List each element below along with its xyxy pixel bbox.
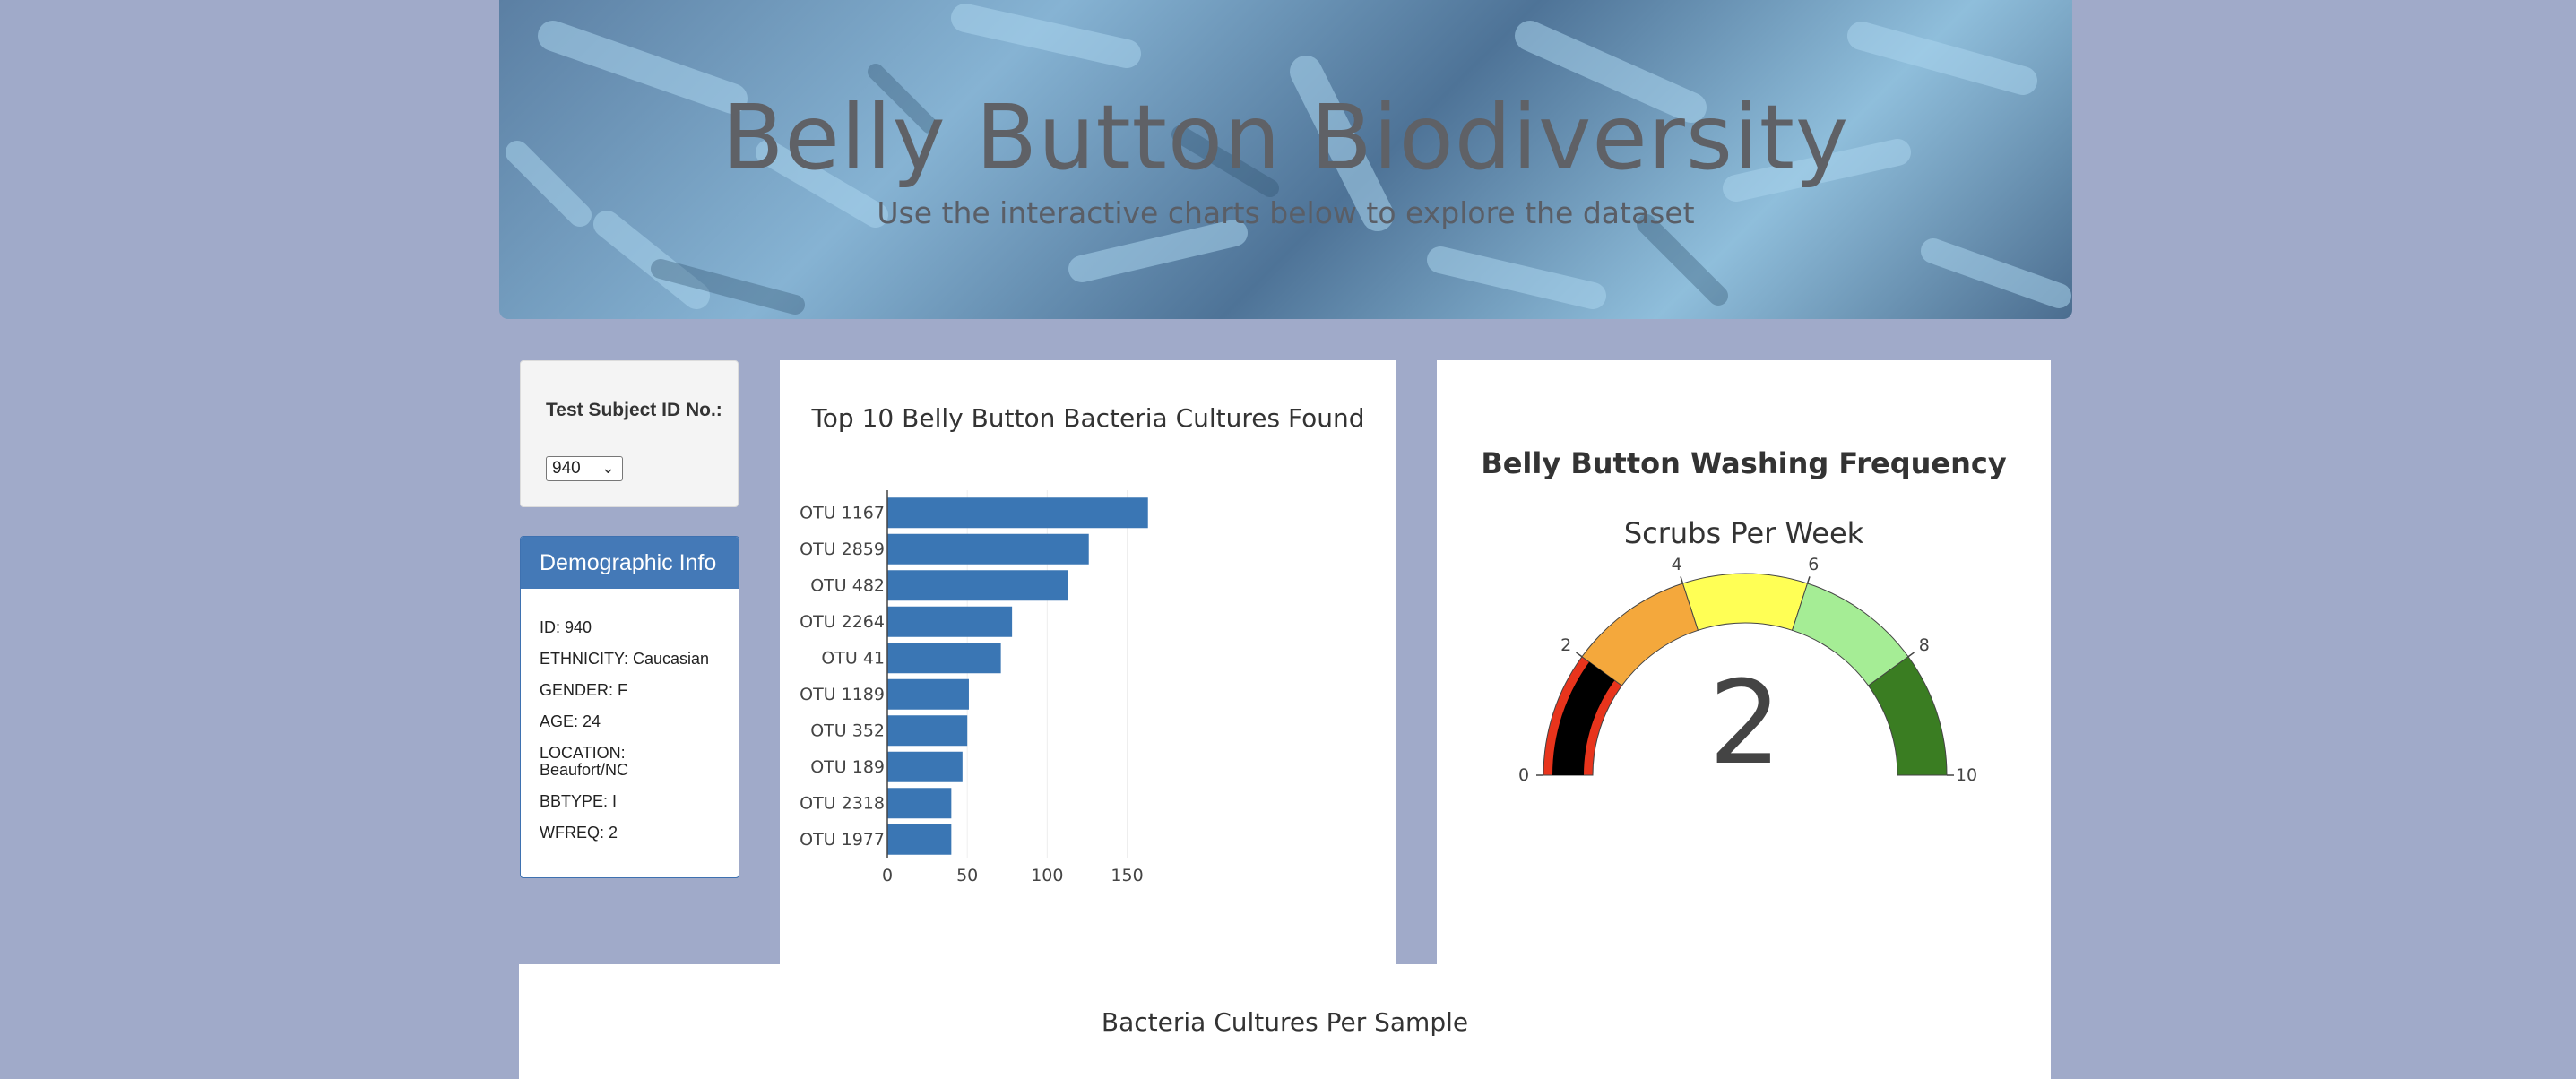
bar-otu-2318[interactable] <box>887 788 952 819</box>
gauge-tick <box>1680 576 1684 584</box>
bacteria-background-image <box>506 4 2071 315</box>
demographic-location: LOCATION: Beaufort/NC <box>540 744 629 779</box>
gauge-tick-label: 0 <box>1518 765 1529 785</box>
page-subtitle: Use the interactive charts below to expl… <box>877 195 1695 230</box>
gauge-tick-label: 2 <box>1560 635 1571 655</box>
chevron-down-icon: ⌄ <box>601 459 615 477</box>
gauge-chart-card: Belly Button Washing Frequency Scrubs Pe… <box>1437 360 2051 964</box>
demographic-gender: GENDER: F <box>540 681 628 699</box>
page-title: Belly Button Biodiversity <box>722 85 1850 190</box>
bubble-chart-card: Bacteria Cultures Per Sample <box>519 964 2051 1079</box>
gauge-chart-subtitle: Scrubs Per Week <box>1623 516 1864 550</box>
demographic-wfreq: WFREQ: 2 <box>540 824 618 842</box>
gauge-tick-label: 10 <box>1956 765 1977 785</box>
bar-x-tick-label: 100 <box>1031 866 1063 885</box>
bar-category-label: OTU 2859 <box>800 540 885 559</box>
bar-x-tick-label: 150 <box>1111 866 1143 885</box>
bar-otu-1189[interactable] <box>887 678 969 710</box>
bubble-chart-title: Bacteria Cultures Per Sample <box>1101 1007 1469 1037</box>
subject-selector-well: Test Subject ID No.: 940 ⌄ <box>520 360 739 507</box>
gauge-tick-label: 8 <box>1919 635 1930 655</box>
bar-chart-title: Top 10 Belly Button Bacteria Cultures Fo… <box>811 403 1365 433</box>
bar-otu-189[interactable] <box>887 751 963 782</box>
bar-otu-2859[interactable] <box>887 533 1089 565</box>
bar-otu-1977[interactable] <box>887 824 952 855</box>
subject-id-label: Test Subject ID No.: <box>546 400 722 420</box>
gauge-tick-label: 4 <box>1672 555 1682 574</box>
bar-category-label: OTU 1189 <box>800 685 885 704</box>
bar-category-label: OTU 482 <box>810 575 885 595</box>
bar-category-label: OTU 1977 <box>800 830 885 850</box>
demographic-age: AGE: 24 <box>540 712 601 730</box>
demographic-panel-body: ID: 940 ETHNICITY: Caucasian GENDER: F A… <box>521 589 739 842</box>
bar-otu-41[interactable] <box>887 643 1001 674</box>
bar-otu-2264[interactable] <box>887 606 1013 637</box>
gauge-value-bar <box>1552 661 1615 775</box>
bar-category-label: OTU 2264 <box>800 612 885 632</box>
bar-category-label: OTU 1167 <box>800 503 885 522</box>
gauge-tick <box>1576 652 1583 658</box>
bar-category-label: OTU 189 <box>810 757 885 777</box>
gauge-tick-label: 6 <box>1808 555 1819 574</box>
bar-category-label: OTU 2318 <box>800 793 885 813</box>
demographic-ethnicity: ETHNICITY: Caucasian <box>540 650 710 668</box>
subject-id-select[interactable]: 940 ⌄ <box>546 456 623 481</box>
header-jumbotron: Belly Button Biodiversity Use the intera… <box>499 0 2072 319</box>
subject-id-selected-value: 940 <box>552 459 581 478</box>
demographic-panel-title: Demographic Info <box>521 537 739 589</box>
bar-otu-1167[interactable] <box>887 497 1148 529</box>
demographic-id: ID: 940 <box>540 618 592 636</box>
demographic-bbtype: BBTYPE: I <box>540 792 618 810</box>
gauge-step-2 <box>1681 573 1809 631</box>
gauge-chart[interactable]: 0 2 4 6 8 10 2 <box>1437 360 2051 964</box>
bar-otu-482[interactable] <box>887 570 1068 601</box>
bar-otu-352[interactable] <box>887 715 968 747</box>
bar-x-tick-label: 0 <box>882 866 893 885</box>
bar-chart[interactable]: 0 50 100 150 OTU 1167 OTU 2859 OTU 482 OTU 2264… <box>780 360 1396 964</box>
gauge-chart-title: Belly Button Washing Frequency <box>1481 446 2007 480</box>
gauge-value-number: 2 <box>1708 657 1781 790</box>
gauge-tick <box>1806 576 1811 584</box>
bar-category-label: OTU 41 <box>821 648 885 668</box>
bar-x-tick-label: 50 <box>956 866 978 885</box>
bar-category-label: OTU 352 <box>810 721 885 740</box>
demographic-panel: Demographic Info ID: 940 ETHNICITY: Cauc… <box>520 536 739 878</box>
gauge-tick <box>1907 652 1915 658</box>
bar-chart-card: Top 10 Belly Button Bacteria Cultures Fo… <box>780 360 1396 964</box>
